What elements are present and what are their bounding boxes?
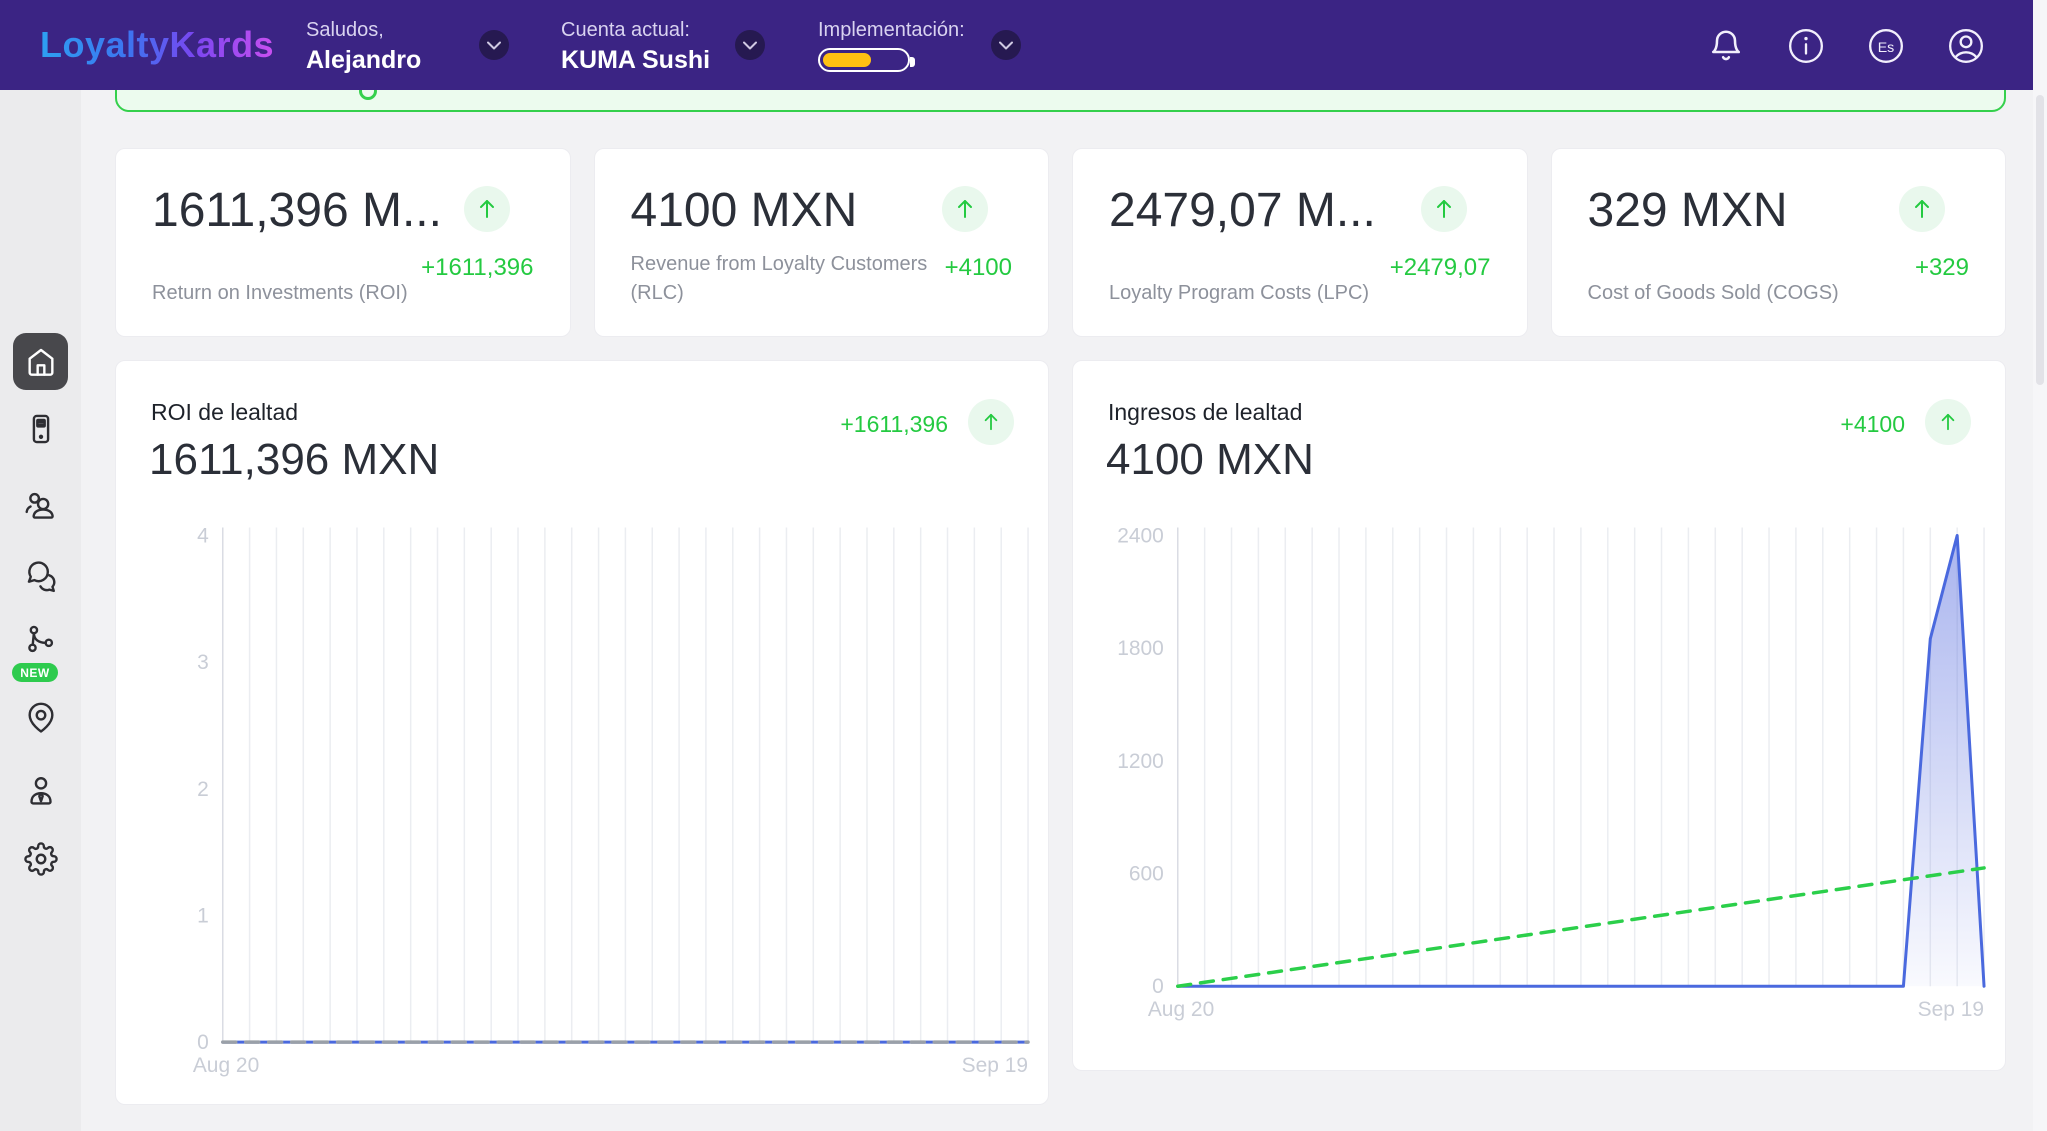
svg-text:Aug 20: Aug 20 [193,1054,259,1077]
svg-text:2: 2 [197,778,209,801]
branch-icon [27,625,53,653]
greeting-label: Saludos, [306,19,384,41]
app-logo: LoyaltyKards [40,24,275,65]
top-header: LoyaltyKards Saludos, Alejandro Cuenta a… [0,0,2033,90]
sidebar-item-terminal[interactable] [0,412,81,446]
new-feature-badge: NEW [12,663,58,682]
sidebar-item-customers[interactable] [0,487,81,521]
info-icon [1789,29,1823,63]
account-name: KUMA Sushi [561,46,711,74]
svg-text:4: 4 [197,525,209,548]
sidebar-item-integrations[interactable] [0,623,81,657]
chart-value: 1611,396 MXN [149,435,440,484]
ingresos-chart-canvas: 0 600 1200 1800 2400 Aug 20 Sep 19 [1117,524,1986,1021]
notifications-button[interactable] [1706,26,1746,66]
kpi-delta: +4100 [944,254,1012,281]
kpi-label: Return on Investments (ROI) [152,282,408,304]
ingresos-chart-card: 0 600 1200 1800 2400 Aug 20 Sep 19 Ingresos de… [1072,360,2006,1071]
svg-text:1: 1 [197,904,209,927]
sidebar-nav: NEW [0,90,81,1131]
chat-bubbles-icon [27,561,55,593]
trend-up-icon [1925,399,1971,445]
chevron-down-icon [999,41,1013,49]
users-icon [24,492,54,519]
kpi-label: Revenue from Loyalty Customers (RLC) [630,253,928,304]
bell-icon [1711,30,1741,61]
kpi-card-row: 1611,396 M... +1611,396 Return on Invest… [115,148,2006,337]
implementation-progress-bar [818,48,915,72]
implementation-dropdown-button[interactable] [991,30,1021,60]
svg-text:Sep 19: Sep 19 [962,1054,1028,1077]
profile-button[interactable] [1946,26,1986,66]
kpi-value: 2479,07 M... [1109,184,1376,237]
chart-delta: +1611,396 [840,411,948,437]
language-button[interactable]: Es [1866,26,1906,66]
chevron-down-icon [743,41,757,49]
sidebar-item-profile[interactable] [0,773,81,807]
roi-chart-canvas: 0 1 2 3 4 Aug 20 Sep 19 [193,525,1030,1077]
sidebar-item-home[interactable] [13,333,68,390]
language-es-icon: Es [1869,29,1903,63]
sidebar-item-settings[interactable] [0,842,81,876]
kpi-label: Loyalty Program Costs (LPC) [1109,282,1370,304]
battery-nub [910,57,915,67]
home-icon [27,348,54,376]
chart-title: Ingresos de lealtad [1108,399,1303,425]
sidebar-item-locations[interactable] [0,701,81,735]
svg-text:1800: 1800 [1117,637,1164,660]
svg-text:2400: 2400 [1117,524,1164,547]
info-button[interactable] [1786,26,1826,66]
kpi-delta: +1611,396 [421,254,534,281]
gear-icon [23,842,58,876]
trend-up-icon [463,186,510,232]
user-profile-icon [1949,29,1983,63]
trend-up-icon [968,399,1014,445]
kpi-delta: +2479,07 [1389,254,1491,281]
account-dropdown-button[interactable] [735,30,765,60]
greeting-name: Alejandro [306,46,422,74]
svg-text:3: 3 [197,651,209,674]
account-label: Cuenta actual: [561,19,690,41]
svg-text:600: 600 [1129,863,1164,886]
scrollbar-thumb[interactable] [2036,95,2044,385]
svg-text:0: 0 [1152,975,1164,998]
kpi-value: 4100 MXN [630,184,858,237]
svg-text:0: 0 [197,1031,209,1054]
kpi-value: 1611,396 M... [152,184,442,237]
person-tie-icon [29,777,52,805]
trend-up-icon [1420,186,1467,232]
main-content: 1611,396 M... +1611,396 Return on Invest… [81,40,2033,1131]
trend-up-icon [942,186,988,232]
implementation-label: Implementación: [818,19,965,41]
svg-text:Sep 19: Sep 19 [1918,998,1984,1021]
sidebar-item-messages[interactable] [0,559,81,593]
svg-text:1200: 1200 [1117,750,1164,773]
pos-terminal-icon [32,414,49,444]
kpi-card-lpc: 2479,07 M... +2479,07 Loyalty Program Co… [1072,148,1528,337]
kpi-delta: +329 [1914,254,1969,281]
svg-text:Aug 20: Aug 20 [1148,998,1214,1021]
implementation-progress-fill [823,53,872,67]
kpi-card-rlc: 4100 MXN +4100 Revenue from Loyalty Cust… [593,148,1049,337]
kpi-card-cogs: 329 MXN +329 Cost of Goods Sold (COGS) [1550,148,2006,337]
greeting-dropdown-button[interactable] [479,30,509,60]
kpi-value: 329 MXN [1587,184,1788,237]
chevron-down-icon [487,41,501,49]
location-pin-icon [27,702,54,733]
kpi-label: Cost of Goods Sold (COGS) [1587,282,1839,304]
trend-up-icon [1899,186,1945,232]
page-scrollbar[interactable] [2033,0,2047,1131]
roi-chart-card: 0 1 2 3 4 Aug 20 Sep 19 ROI de lealtad 1611,39… [115,360,1049,1105]
svg-text:Es: Es [1878,40,1895,56]
chart-title: ROI de lealtad [151,399,299,425]
chart-delta: +4100 [1840,411,1905,437]
chart-value: 4100 MXN [1106,435,1314,484]
kpi-card-roi: 1611,396 M... +1611,396 Return on Invest… [115,148,571,337]
